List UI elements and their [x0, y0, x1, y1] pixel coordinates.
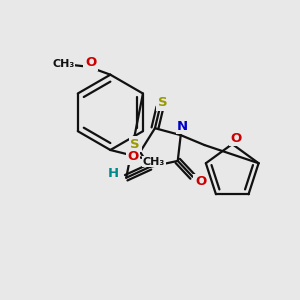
Text: H: H	[108, 167, 119, 180]
Text: O: O	[128, 150, 139, 164]
Text: O: O	[85, 56, 96, 69]
Text: N: N	[177, 120, 188, 133]
Text: CH₃: CH₃	[143, 157, 165, 167]
Text: S: S	[130, 138, 140, 151]
Text: O: O	[231, 132, 242, 145]
Text: S: S	[158, 96, 168, 109]
Text: O: O	[195, 175, 206, 188]
Text: CH₃: CH₃	[53, 59, 75, 69]
